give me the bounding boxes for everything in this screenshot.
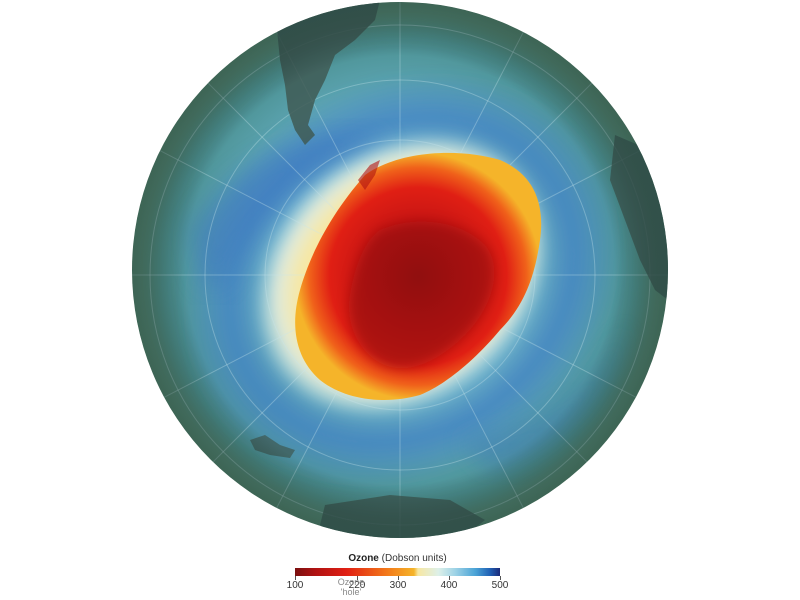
ozone-globe-map [130,0,670,540]
tick-mark [449,576,450,580]
tick-mark [357,576,358,580]
hole-label-line1: Ozone [337,577,365,587]
hole-label-line2: 'hole' [340,587,362,597]
globe-svg [132,2,668,538]
ozone-hole-label: Ozone 'hole' [336,577,366,597]
globe-rim [132,2,668,538]
tick-label-300: 300 [389,580,407,591]
tick-mark [500,576,501,580]
legend-title: Ozone (Dobson units) [290,553,505,564]
tick-label-220: 220 [348,580,366,591]
tick-label-100: 100 [286,580,304,591]
tick-label-500: 500 [491,580,509,591]
legend-units: (Dobson units) [381,553,447,564]
tick-mark [398,576,399,580]
legend-colorbar [295,568,500,576]
legend-title-text: Ozone [348,553,379,564]
tick-label-400: 400 [440,580,458,591]
ozone-legend: Ozone (Dobson units) 100 220 300 400 500… [286,553,509,600]
tick-mark [295,576,296,580]
